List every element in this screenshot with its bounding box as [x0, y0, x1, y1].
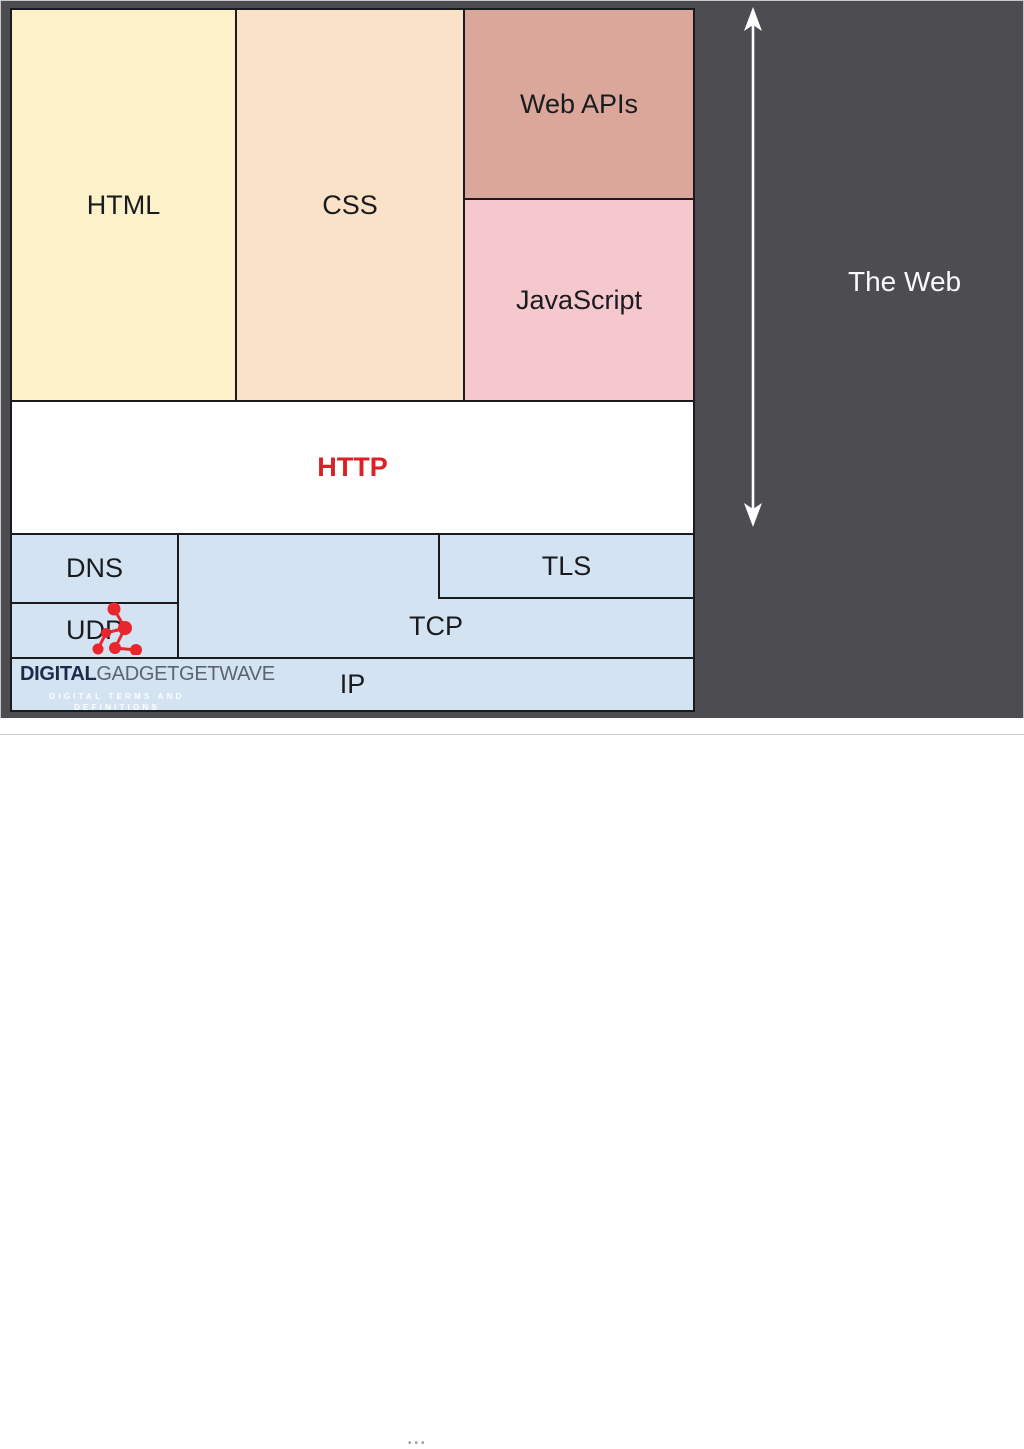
web-apis-label: Web APIs — [519, 88, 639, 119]
web-apis-box: Web APIs — [463, 8, 695, 200]
javascript-box: JavaScript — [463, 198, 695, 402]
ip-box: IP — [10, 657, 695, 712]
http-box: HTTP — [10, 400, 695, 535]
html-label: HTML — [86, 189, 161, 220]
dns-box: DNS — [10, 533, 179, 604]
css-box: CSS — [235, 8, 465, 402]
watermark-tagline: DIGITAL TERMS AND DEFINITIONS — [49, 692, 185, 712]
ip-label: IP — [339, 669, 366, 699]
web-stack-diagram: HTML CSS Web APIs JavaScript HTTP TCP TL… — [10, 8, 695, 712]
html-box: HTML — [10, 8, 237, 402]
ellipsis-dots: ••• — [408, 1438, 428, 1449]
dns-label: DNS — [65, 553, 123, 583]
tcp-label: TCP — [409, 610, 463, 641]
watermark-brand: DIGITALGADGETGETWAVE — [20, 663, 275, 686]
watermark-brand-rest: GADGETGETWAVE — [96, 663, 275, 685]
watermark-brand-bold: DIGITAL — [20, 663, 97, 685]
css-label: CSS — [322, 189, 378, 220]
http-label: HTTP — [317, 452, 388, 482]
javascript-label: JavaScript — [515, 284, 643, 315]
network-nodes-icon — [92, 597, 144, 660]
the-web-label: The Web — [848, 266, 962, 297]
footer-strip: ••• — [0, 718, 1024, 1449]
tls-box: TLS — [438, 533, 695, 599]
double-arrow-icon — [740, 6, 766, 533]
tls-label: TLS — [541, 550, 592, 581]
